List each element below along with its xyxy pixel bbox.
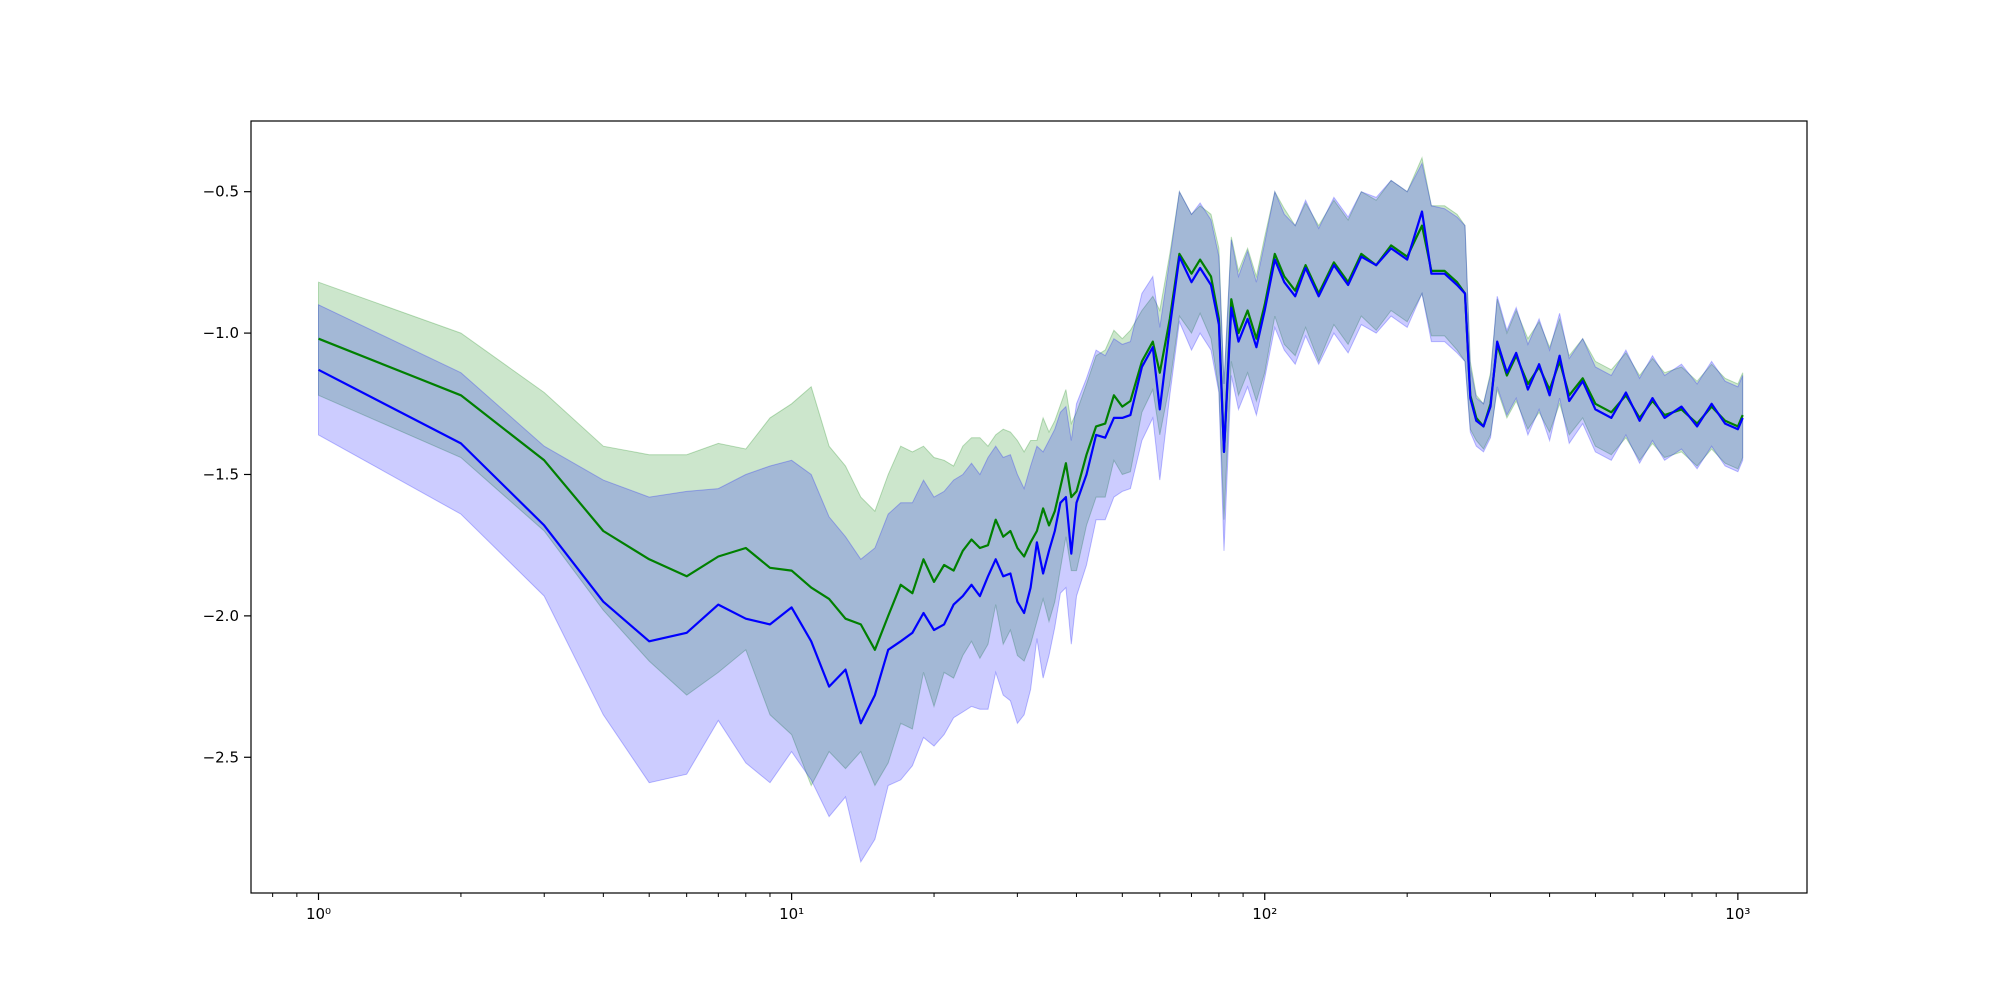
x-axis: 10⁰ 10¹ 10² 10³	[272, 893, 1750, 923]
y-tick-label: −2.0	[203, 607, 239, 625]
series-2-band	[318, 161, 1744, 864]
series-1-band	[318, 156, 1744, 787]
x-tick-label: 10³	[1725, 905, 1750, 923]
y-tick-label: −0.5	[203, 183, 239, 201]
y-tick-label: −1.0	[203, 324, 239, 342]
series-1-line	[318, 224, 1744, 651]
x-tick-label: 10⁰	[306, 905, 331, 923]
y-tick-label: −2.5	[203, 748, 239, 766]
x-tick-label: 10¹	[779, 905, 804, 923]
x-tick-label: 10²	[1252, 905, 1277, 923]
y-tick-label: −1.5	[203, 465, 239, 483]
series-2-line	[317, 210, 1744, 725]
confidence-bands	[318, 156, 1744, 864]
y-axis: −0.5 −1.0 −1.5 −2.0 −2.5	[203, 183, 251, 766]
plot-area-frame	[250, 120, 1808, 894]
series-lines	[317, 210, 1744, 725]
